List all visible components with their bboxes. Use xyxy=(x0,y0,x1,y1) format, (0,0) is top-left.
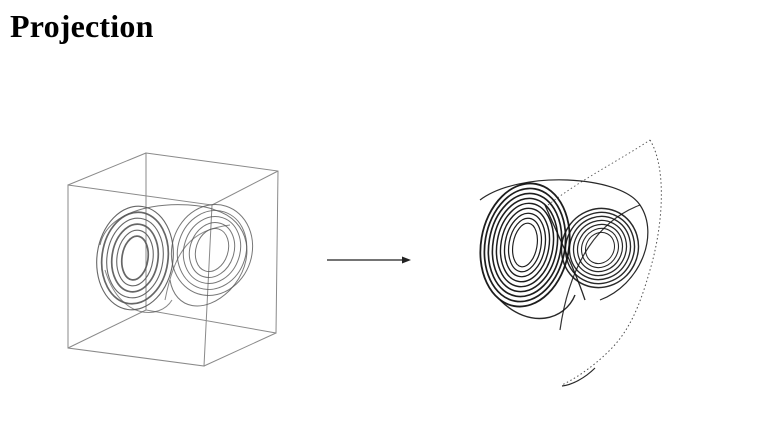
attractor-loop xyxy=(110,223,160,293)
attractor-loop xyxy=(491,197,559,293)
attractor-loop xyxy=(483,187,567,303)
attractor-trajectory xyxy=(559,204,641,331)
attractor-loop xyxy=(499,207,551,283)
attractor-loop xyxy=(564,211,636,285)
cube-edge xyxy=(203,332,277,367)
attractor-trajectory xyxy=(164,224,231,301)
attractor-loop xyxy=(560,207,640,289)
cube-edge xyxy=(211,170,279,206)
butterfly-attractor-projection xyxy=(479,139,662,387)
cube-back-face xyxy=(145,152,279,334)
attractor-loop xyxy=(495,202,555,288)
attractor-trajectory xyxy=(499,294,576,320)
slide-title: Projection xyxy=(10,8,154,44)
attractor-loop xyxy=(170,204,254,296)
attractor-loop xyxy=(487,192,563,298)
attractor-loop xyxy=(182,216,242,284)
attractor-loop xyxy=(120,235,150,281)
cube-edge xyxy=(67,309,147,349)
attractor-loop xyxy=(188,222,236,278)
attractor-loop xyxy=(479,182,571,308)
cube-wireframe xyxy=(67,152,279,367)
attractor-trajectory xyxy=(544,204,586,301)
attractor-loop xyxy=(176,210,248,290)
attractor-loop xyxy=(585,231,615,265)
attractor-loop xyxy=(116,229,154,287)
cube-edge xyxy=(67,152,147,186)
attractor-trajectory xyxy=(99,204,248,307)
attractor-loop xyxy=(194,228,230,272)
attractor-loop xyxy=(507,217,543,273)
attractor-loop xyxy=(572,219,628,277)
attractor-loop xyxy=(576,223,624,273)
attractor-loop xyxy=(512,222,538,268)
attractor-trajectory xyxy=(561,367,596,387)
butterfly-attractor-3d xyxy=(96,204,254,313)
attractor-trajectory xyxy=(104,269,173,313)
attractor-loop xyxy=(503,212,547,278)
attractor-loop xyxy=(568,215,632,281)
attractor-trajectory xyxy=(547,139,651,206)
attractor-loop xyxy=(106,217,164,299)
attractor-loop xyxy=(580,227,620,269)
attractor-loop xyxy=(100,211,170,305)
right-arrow-icon xyxy=(327,256,411,264)
